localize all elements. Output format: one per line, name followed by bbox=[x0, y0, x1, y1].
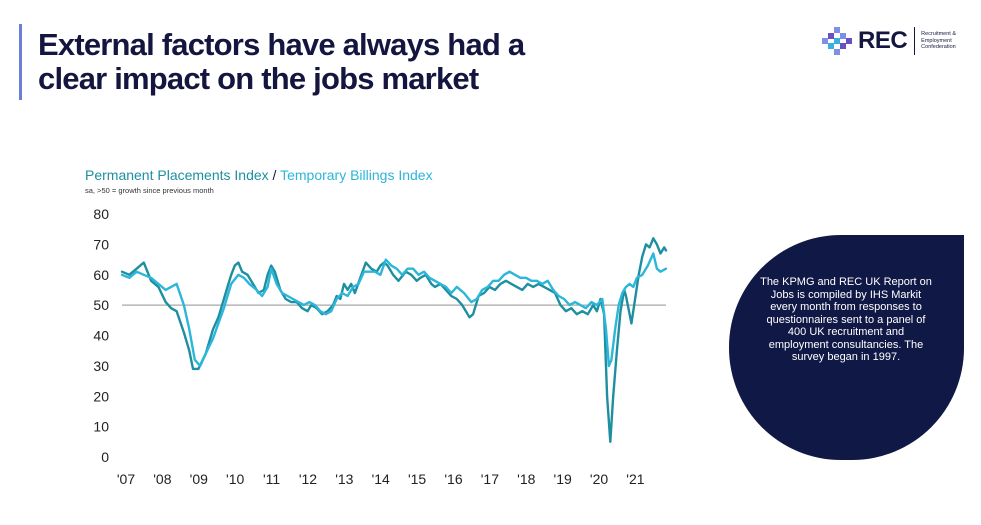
x-tick-label: '15 bbox=[408, 471, 426, 487]
x-tick-label: '08 bbox=[153, 471, 171, 487]
page-title: External factors have always had a clear… bbox=[38, 27, 525, 96]
info-box-text: The KPMG and REC UK Report on Jobs is co… bbox=[760, 276, 932, 363]
y-tick-label: 10 bbox=[93, 419, 109, 435]
x-tick-label: '17 bbox=[481, 471, 499, 487]
y-tick-label: 50 bbox=[93, 297, 109, 313]
chart-title-temporary: Temporary Billings Index bbox=[280, 167, 433, 183]
x-tick-label: '07 bbox=[117, 471, 135, 487]
x-tick-label: '13 bbox=[335, 471, 353, 487]
x-tick-label: '21 bbox=[626, 471, 644, 487]
x-tick-label: '16 bbox=[444, 471, 462, 487]
logo-divider bbox=[914, 27, 916, 55]
x-tick-label: '09 bbox=[190, 471, 208, 487]
chart-title-slash: / bbox=[272, 167, 277, 183]
x-tick-label: '19 bbox=[554, 471, 572, 487]
y-tick-label: 20 bbox=[93, 388, 109, 404]
y-tick-label: 60 bbox=[93, 267, 109, 283]
x-tick-label: '10 bbox=[226, 471, 244, 487]
info-box bbox=[729, 235, 964, 460]
x-tick-label: '18 bbox=[517, 471, 535, 487]
y-tick-label: 70 bbox=[93, 236, 109, 252]
chart-subtitle: sa, >50 = growth since previous month bbox=[85, 186, 214, 195]
rec-logo: REC Recruitment & Employment Confederati… bbox=[821, 24, 973, 58]
chart-title-permanent: Permanent Placements Index bbox=[85, 167, 269, 183]
x-tick-label: '11 bbox=[263, 471, 280, 487]
x-tick-label: '12 bbox=[299, 471, 317, 487]
accent-bar bbox=[19, 24, 22, 100]
x-tick-label: '20 bbox=[590, 471, 608, 487]
rec-logo-mark-icon bbox=[822, 27, 852, 55]
y-tick-label: 30 bbox=[93, 358, 109, 374]
chart-title: Permanent Placements Index / Temporary B… bbox=[85, 167, 433, 183]
series-line-permanent-placements bbox=[120, 237, 668, 443]
y-tick-label: 40 bbox=[93, 328, 109, 344]
series-line-temporary-billings bbox=[120, 252, 668, 368]
logo-subtitle: Recruitment & Employment Confederation bbox=[921, 31, 957, 51]
y-tick-label: 80 bbox=[93, 206, 109, 222]
y-tick-label: 0 bbox=[101, 449, 109, 465]
x-tick-label: '14 bbox=[372, 471, 390, 487]
logo-wordmark: REC bbox=[858, 27, 908, 54]
